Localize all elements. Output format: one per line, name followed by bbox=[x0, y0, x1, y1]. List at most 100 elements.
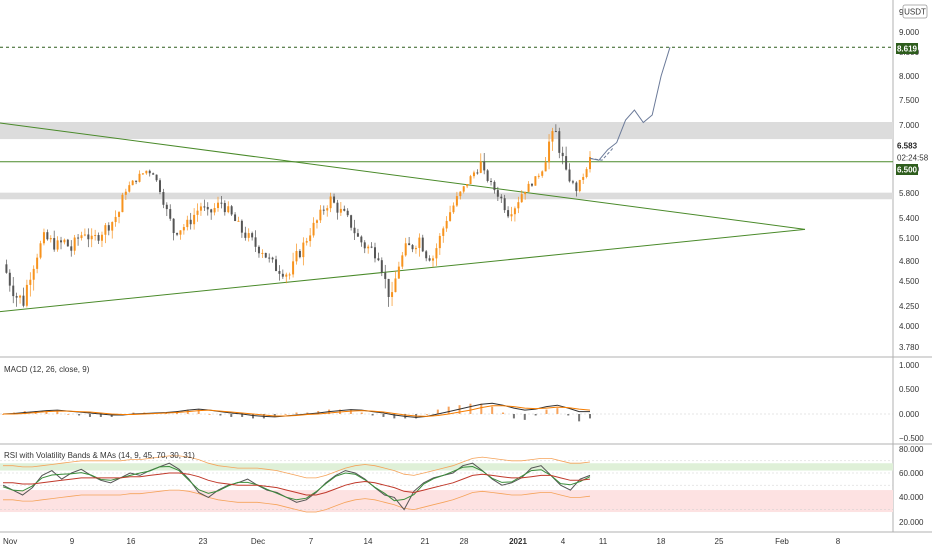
currency-badge[interactable]: USDT bbox=[902, 4, 928, 19]
price-pane[interactable] bbox=[0, 46, 893, 313]
time-axis[interactable]: Nov 9 16 23 Dec 7 14 21 28 2021 4 11 18 25 Feb 8 bbox=[3, 537, 841, 546]
macd-title: MACD (12, 26, close, 9) bbox=[4, 365, 90, 374]
candle-body bbox=[428, 258, 431, 261]
candle-body bbox=[29, 279, 32, 285]
candle-body bbox=[261, 252, 264, 254]
macd-hist-bar bbox=[534, 414, 537, 416]
candle-body bbox=[70, 246, 73, 251]
candle-body bbox=[339, 208, 342, 213]
candle-body bbox=[520, 194, 523, 203]
candle-body bbox=[182, 227, 185, 231]
candle-body bbox=[571, 181, 574, 183]
candle-body bbox=[165, 204, 168, 210]
candle-body bbox=[22, 295, 25, 306]
price-tag-target-label: 8.619 bbox=[897, 45, 918, 54]
candle-body bbox=[414, 247, 417, 250]
candle-body bbox=[90, 235, 93, 240]
candle-body bbox=[111, 222, 114, 231]
candle-body bbox=[479, 161, 482, 173]
candle-body bbox=[36, 257, 39, 269]
candle-body bbox=[80, 235, 83, 239]
candle-body bbox=[104, 225, 107, 235]
candle-body bbox=[131, 180, 134, 186]
candle-body bbox=[25, 284, 28, 306]
candle-body bbox=[435, 248, 438, 259]
candle-body bbox=[391, 292, 394, 297]
candle-body bbox=[118, 212, 121, 217]
candle-body bbox=[462, 186, 465, 192]
candle-body bbox=[5, 264, 8, 273]
time-tick-label: Nov bbox=[3, 537, 17, 546]
candle-body bbox=[421, 237, 424, 252]
price-zone-1 bbox=[0, 192, 893, 200]
macd-hist-bar bbox=[567, 414, 570, 416]
candle-body bbox=[288, 274, 291, 276]
candle-body bbox=[541, 171, 544, 176]
rsi-pane[interactable] bbox=[0, 455, 893, 513]
price-axis[interactable]: 9.0008.5008.0007.5007.0006.5005.8005.400… bbox=[899, 8, 920, 352]
trendline-0 bbox=[0, 122, 806, 230]
candle-body bbox=[503, 198, 506, 211]
candle-body bbox=[568, 169, 571, 182]
candle-body bbox=[220, 202, 223, 204]
candle-body bbox=[472, 172, 475, 177]
rsi-axis[interactable]: 80.000 60.000 40.000 20.000 bbox=[899, 445, 924, 527]
macd-hist-bar bbox=[99, 414, 102, 417]
candle-body bbox=[298, 251, 301, 258]
candle-body bbox=[8, 272, 11, 286]
macd-axis[interactable]: 1.000 0.500 0.000 −0.500 bbox=[899, 361, 924, 443]
time-tick-label: 4 bbox=[561, 537, 566, 546]
candle-body bbox=[244, 232, 247, 238]
candle-body bbox=[128, 185, 131, 192]
candle-body bbox=[278, 270, 281, 274]
candle-body bbox=[285, 274, 288, 277]
projection-path bbox=[589, 47, 671, 161]
macd-pane[interactable] bbox=[0, 402, 893, 422]
macd-hist-bar bbox=[480, 403, 483, 414]
candle-body bbox=[578, 179, 581, 192]
candle-body bbox=[524, 191, 527, 195]
candle-body bbox=[582, 177, 585, 180]
candle-body bbox=[60, 240, 63, 243]
macd-hist-bar bbox=[88, 414, 91, 417]
candle-body bbox=[292, 261, 295, 275]
candle-body bbox=[343, 208, 346, 211]
candle-body bbox=[455, 196, 458, 206]
candle-body bbox=[527, 183, 530, 192]
candle-body bbox=[97, 235, 100, 241]
macd-hist-bar bbox=[252, 414, 255, 419]
time-tick-label: 11 bbox=[599, 537, 608, 546]
candle-body bbox=[179, 230, 182, 235]
macd-hist-bar bbox=[523, 414, 526, 420]
rsi-title: RSI with Volatility Bands & MAs (14, 9, … bbox=[4, 451, 195, 460]
candle-body bbox=[237, 220, 240, 222]
candle-body bbox=[217, 202, 220, 209]
candle-body bbox=[558, 131, 561, 153]
candle-body bbox=[486, 170, 489, 181]
candle-body bbox=[510, 214, 513, 217]
candle-body bbox=[155, 174, 158, 181]
price-tick-label: 7.500 bbox=[899, 96, 920, 105]
candle-body bbox=[377, 258, 380, 261]
price-tick-label: 7.000 bbox=[899, 121, 920, 130]
candle-body bbox=[353, 227, 356, 234]
candle-body bbox=[203, 206, 206, 208]
macd-hist-bar bbox=[273, 414, 276, 417]
candle-body bbox=[312, 222, 315, 236]
candle-body bbox=[275, 259, 278, 271]
candle-body bbox=[551, 131, 554, 142]
candle-body bbox=[333, 196, 336, 203]
price-tick-label: 9.000 bbox=[899, 28, 920, 37]
rsi-line bbox=[2, 462, 591, 511]
projection-dashed bbox=[589, 146, 615, 161]
candle-body bbox=[162, 191, 165, 205]
candle-body bbox=[230, 206, 233, 215]
candle-body bbox=[172, 218, 175, 234]
candle-body bbox=[438, 235, 441, 249]
candle-body bbox=[544, 162, 547, 172]
macd-tick-label: 0.500 bbox=[899, 385, 920, 394]
candle-body bbox=[432, 258, 435, 261]
time-tick-label: 14 bbox=[364, 537, 373, 546]
candle-body bbox=[360, 236, 363, 243]
